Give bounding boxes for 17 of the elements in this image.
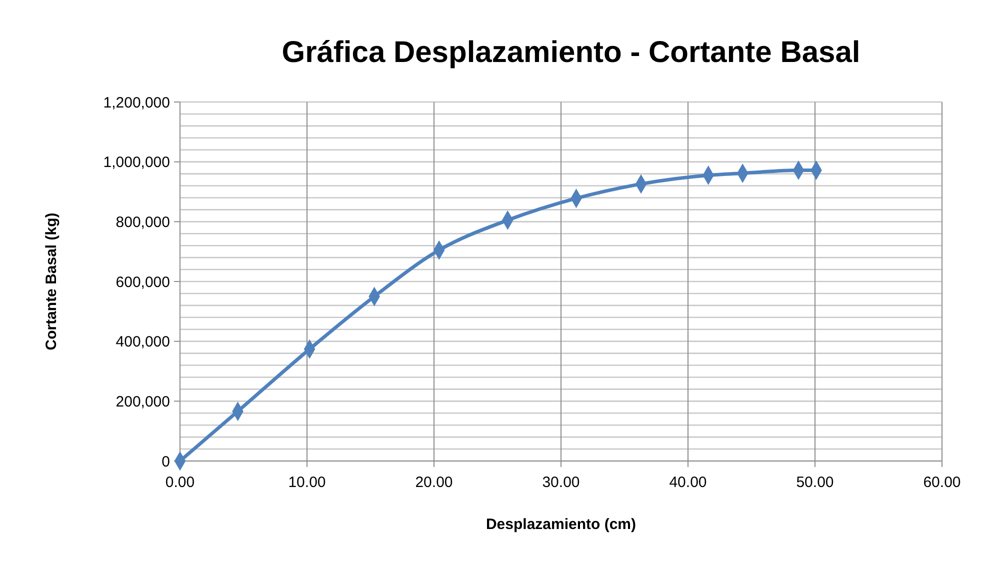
x-tick-label: 60.00 — [923, 474, 961, 491]
y-tick-label: 1,200,000 — [103, 94, 170, 112]
y-axis-title: Cortante Basal (kg) — [43, 212, 60, 350]
x-tick-label: 40.00 — [669, 474, 707, 491]
y-tick-label: 1,000,000 — [103, 154, 170, 172]
y-tick-label: 200,000 — [116, 393, 170, 410]
x-tick-label: 10.00 — [288, 474, 326, 491]
y-tick-label: 600,000 — [116, 274, 170, 291]
x-tick-label: 20.00 — [415, 474, 453, 491]
x-tick-label: 0.00 — [165, 474, 195, 491]
x-tick-label: 50.00 — [796, 474, 834, 491]
y-tick-label: 800,000 — [116, 214, 170, 231]
chart-title: Gráfica Desplazamiento - Cortante Basal — [282, 36, 860, 69]
x-axis-title: Desplazamiento (cm) — [486, 516, 636, 533]
y-tick-label: 0 — [162, 453, 170, 470]
y-tick-label: 400,000 — [116, 334, 170, 351]
x-tick-label: 30.00 — [542, 474, 580, 491]
